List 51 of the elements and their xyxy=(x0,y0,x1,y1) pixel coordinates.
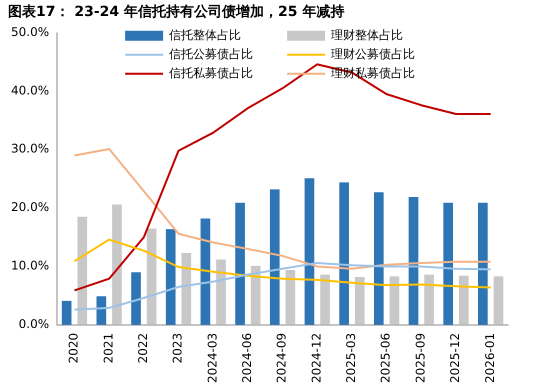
x-tick-label: 2022 xyxy=(136,332,150,364)
bar xyxy=(390,276,400,325)
x-tick-label: 2025-09 xyxy=(413,332,428,383)
bar xyxy=(458,276,469,325)
bar xyxy=(424,274,434,325)
x-tick-label: 2020 xyxy=(66,332,81,364)
bar xyxy=(374,192,384,325)
bar xyxy=(216,259,226,325)
y-tick-label: 40.0% xyxy=(10,83,50,98)
bar xyxy=(235,202,245,325)
bar xyxy=(286,270,296,325)
x-tick-label: 2025-06 xyxy=(378,332,393,383)
bar xyxy=(250,266,261,325)
x-tick-label: 2024-12 xyxy=(309,332,324,383)
bar xyxy=(478,202,488,325)
x-tick-label: 2024-06 xyxy=(240,332,254,383)
x-tick-label: 2025-03 xyxy=(344,332,358,383)
legend-label: 信托公募债占比 xyxy=(169,46,254,61)
bar xyxy=(270,189,280,325)
bar xyxy=(77,216,88,325)
legend-label: 理财公募债占比 xyxy=(331,46,416,61)
bar xyxy=(181,253,192,325)
y-tick-label: 10.0% xyxy=(10,258,50,273)
legend-label: 信托整体占比 xyxy=(169,28,242,42)
bar xyxy=(200,218,210,325)
bar xyxy=(62,300,72,325)
x-tick-label: 2021 xyxy=(101,332,116,364)
bar xyxy=(112,204,122,325)
y-tick-label: 0.0% xyxy=(18,316,50,331)
bar xyxy=(408,196,418,325)
legend-label: 理财整体占比 xyxy=(331,28,404,42)
bar xyxy=(96,296,106,325)
x-tick-label: 2023 xyxy=(170,332,185,364)
x-tick-label: 2024-09 xyxy=(274,332,289,383)
legend-label: 信托私募债占比 xyxy=(169,66,254,80)
y-tick-label: 30.0% xyxy=(10,142,50,156)
bar xyxy=(443,202,454,325)
x-tick-label: 2025-12 xyxy=(448,332,462,383)
bar xyxy=(146,228,156,325)
chart-title: 图表17： 23-24 年信托持有公司债增加，25 年减持 xyxy=(8,4,344,20)
bar xyxy=(494,276,504,325)
y-tick-label: 20.0% xyxy=(10,200,50,214)
bar xyxy=(166,229,176,325)
y-tick-label: 50.0% xyxy=(10,24,50,39)
bar xyxy=(320,274,330,325)
bar xyxy=(304,178,314,325)
x-tick-label: 2024-03 xyxy=(205,332,220,383)
bar xyxy=(131,272,141,325)
x-tick-label: 2026-01 xyxy=(482,332,497,383)
bar xyxy=(354,276,365,325)
bar xyxy=(339,182,349,325)
